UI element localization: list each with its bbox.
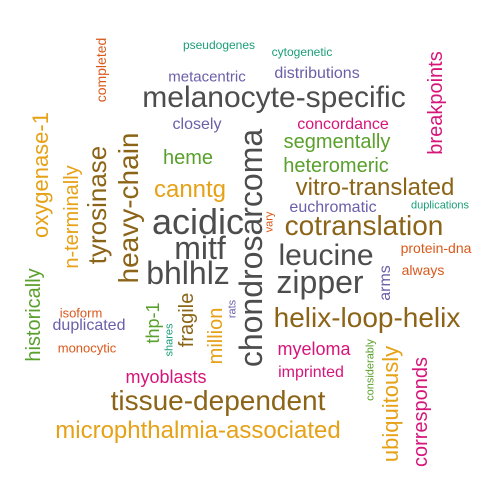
word-cotranslation: cotranslation (284, 210, 444, 241)
word-thp-1: thp-1 (143, 302, 163, 344)
word-protein-dna: protein-dna (400, 240, 472, 256)
word-microphthalmia-associated: microphthalmia-associated (55, 417, 341, 444)
word-n-terminally: n-terminally (61, 165, 83, 269)
word-bhlhlz: bhlhlz (146, 255, 230, 291)
word-heteromeric: heteromeric (283, 155, 389, 177)
word-leucine: leucine (278, 239, 374, 272)
word-vary: vary (263, 211, 276, 233)
word-corresponds: corresponds (410, 356, 432, 468)
word-myeloma: myeloma (277, 339, 351, 359)
word-monocytic: monocytic (57, 340, 117, 356)
word-pseudogenes: pseudogenes (182, 38, 256, 52)
word-helix-loop-helix: helix-loop-helix (273, 302, 461, 333)
word-fragile: fragile (176, 292, 198, 348)
word-shares: shares (163, 323, 176, 357)
word-mitf: mitf (174, 230, 226, 266)
word-arms: arms (377, 265, 394, 301)
word-cytogenetic: cytogenetic (271, 45, 333, 59)
word-distributions: distributions (274, 65, 360, 82)
word-million: million (205, 307, 227, 365)
word-metacentric: metacentric (168, 68, 246, 86)
word-zipper: zipper (276, 264, 364, 300)
word-melanocyte-specific: melanocyte-specific (142, 81, 406, 114)
word-duplications: duplications (410, 199, 470, 212)
word-vitro-translated: vitro-translated (295, 174, 455, 201)
word-ubiquitously: ubiquitously (378, 345, 403, 463)
word-rats: rats (226, 299, 239, 319)
word-chondrosarcoma: chondrosarcoma (233, 128, 269, 368)
word-always: always (401, 262, 445, 278)
word-heavy-chain: heavy-chain (113, 132, 144, 284)
word-euchromatic: euchromatic (289, 199, 377, 216)
word-tyrosinase: tyrosinase (82, 145, 112, 265)
word-concordance: concordance (297, 116, 389, 133)
word-canntg: canntg (153, 176, 227, 203)
word-myoblasts: myoblasts (125, 367, 207, 387)
word-closely: closely (172, 116, 222, 133)
word-historically: historically (23, 268, 45, 362)
word-completed: completed (93, 37, 109, 103)
word-acidic: acidic (151, 201, 245, 242)
word-segmentally: segmentally (283, 131, 391, 153)
word-duplicated: duplicated (52, 317, 126, 334)
word-oxygenase-1: oxygenase-1 (28, 112, 53, 238)
word-isoform: isoform (59, 305, 103, 321)
word-tissue-dependent: tissue-dependent (110, 385, 326, 416)
word-considerably: considerably (364, 339, 377, 401)
word-heme: heme (162, 147, 214, 169)
word-imprinted: imprinted (278, 364, 344, 381)
word-breakpoints: breakpoints (425, 51, 447, 155)
